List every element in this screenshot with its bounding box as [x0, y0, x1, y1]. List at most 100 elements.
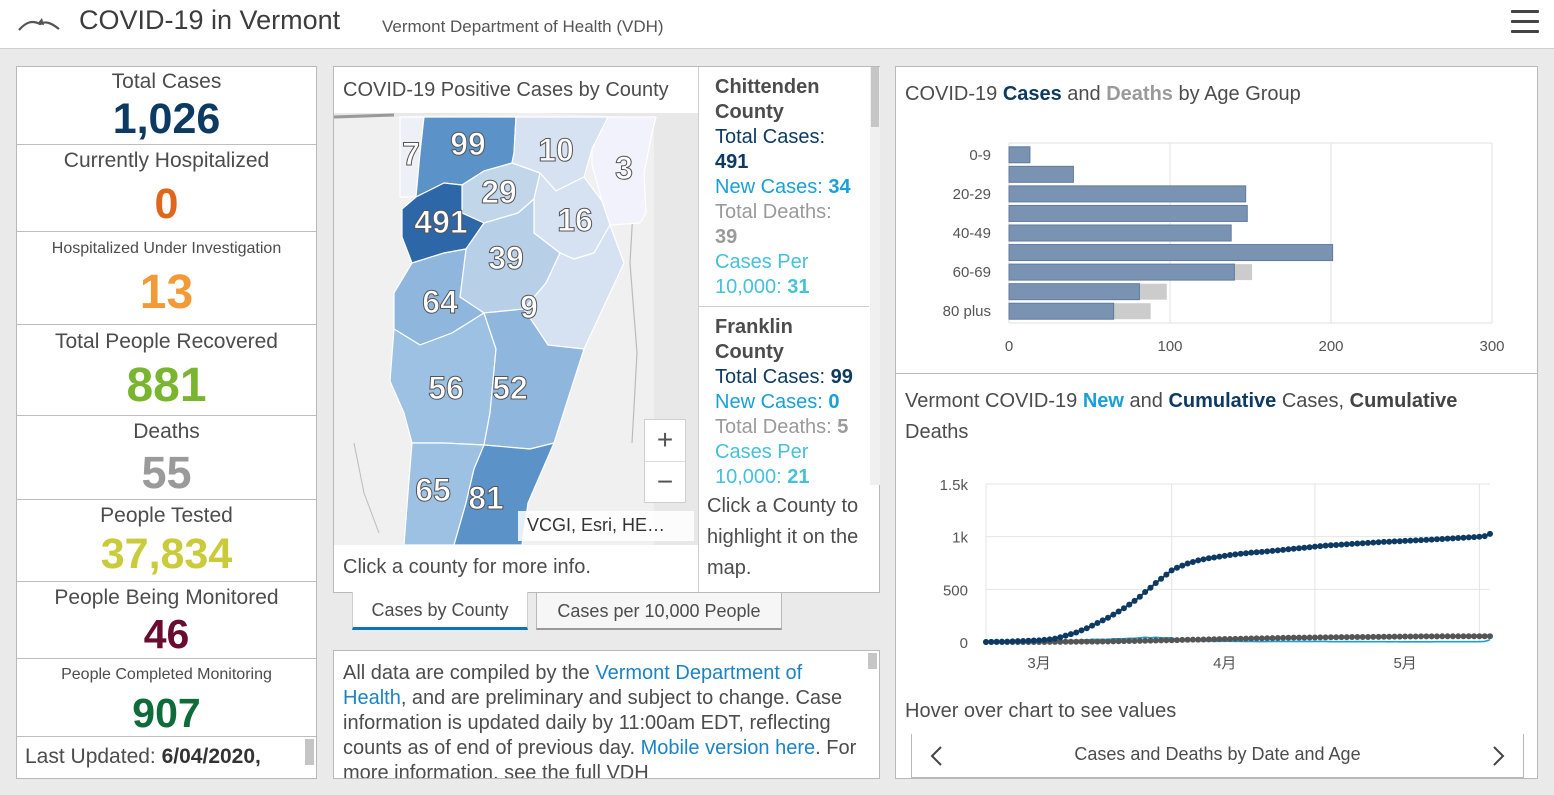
data-point [1444, 535, 1451, 542]
data-point [1025, 637, 1032, 644]
county-detail-franklin[interactable]: Franklin County Total Cases: 99 New Case… [699, 306, 869, 485]
age-title-prefix: COVID-19 [905, 83, 1003, 105]
data-point [1428, 536, 1435, 543]
data-point [1290, 545, 1297, 552]
data-point [1296, 634, 1303, 641]
county-count-chittenden: 491 [414, 204, 467, 240]
data-point [1258, 548, 1265, 555]
data-point [1216, 636, 1223, 643]
stats-scrollbar[interactable] [305, 739, 314, 765]
data-point [1439, 633, 1446, 640]
stat-total-recovered: Total People Recovered 881 [17, 325, 316, 416]
x-tick-label: 100 [1157, 338, 1182, 355]
data-point [1375, 539, 1382, 546]
data-point [1386, 633, 1393, 640]
county-details-list[interactable]: Chittenden County Total Cases: 491 New Ca… [699, 67, 869, 485]
stat-value: 881 [126, 359, 207, 412]
data-point [1460, 633, 1467, 640]
data-point [1322, 542, 1329, 549]
county-count-lamoille: 29 [481, 174, 517, 210]
data-point [1051, 635, 1058, 642]
carousel-prev-icon[interactable] [926, 744, 948, 768]
hamburger-menu-icon[interactable] [1511, 10, 1539, 36]
total-deaths-value: 5 [837, 416, 849, 438]
data-point [1205, 636, 1212, 643]
data-point [1062, 632, 1069, 639]
data-point [1152, 580, 1159, 587]
data-point [1094, 638, 1101, 645]
data-point [1036, 637, 1043, 644]
vdh-link[interactable]: Vermont Department of Health [343, 662, 803, 709]
stats-panel: Total Cases 1,026 Currently Hospitalized… [16, 66, 317, 779]
county-windham[interactable] [453, 442, 555, 545]
stat-completed-monitoring: People Completed Monitoring 907 [17, 659, 316, 737]
data-point [1460, 534, 1467, 541]
county-count-orange: 9 [520, 289, 538, 325]
zoom-in-button[interactable]: + [656, 424, 674, 455]
app-subtitle: Vermont Department of Health (VDH) [382, 17, 664, 36]
data-point [1370, 539, 1377, 546]
data-point [1216, 553, 1223, 560]
zoom-out-button[interactable]: − [645, 461, 685, 502]
time-title-cases: Cases, [1276, 390, 1350, 412]
county-map[interactable]: 99 7 10 3 29 491 16 39 64 9 56 52 65 81 … [334, 113, 698, 545]
cases-per-label: Cases Per 10,000: [715, 441, 809, 485]
county-detail-chittenden[interactable]: Chittenden County Total Cases: 491 New Ca… [699, 67, 869, 300]
data-point [1237, 635, 1244, 642]
age-group-chart[interactable]: 0 100 200 300 0-9 20-29 40-49 60-69 80 plus [896, 67, 1537, 375]
data-point [1338, 634, 1345, 641]
data-point [1264, 548, 1271, 555]
time-title-cumulative: Cumulative [1168, 390, 1277, 412]
tab-cases-by-county[interactable]: Cases by County [352, 592, 528, 630]
county-essex[interactable] [591, 116, 657, 226]
tab-cases-per-10k[interactable]: Cases per 10,000 People [536, 592, 782, 630]
data-point [1423, 536, 1430, 543]
data-point [1227, 635, 1234, 642]
data-point [1232, 635, 1239, 642]
total-cases-value: 99 [830, 366, 853, 388]
data-point [1280, 634, 1287, 641]
age-title-suffix: by Age Group [1172, 83, 1301, 105]
time-title-prefix: Vermont COVID-19 [905, 390, 1083, 412]
series-line [985, 533, 1491, 643]
stat-value: 46 [143, 611, 190, 657]
data-point [1163, 637, 1170, 644]
data-point [1487, 633, 1493, 640]
data-point [1412, 633, 1419, 640]
mobile-version-link[interactable]: Mobile version here [640, 737, 816, 759]
data-point [1349, 634, 1356, 641]
info-panel: All data are compiled by the Vermont Dep… [333, 650, 880, 779]
data-point [1423, 633, 1430, 640]
info-text-1: All data are compiled by the [343, 662, 596, 684]
age-title-and: and [1061, 83, 1107, 105]
stat-value: 907 [132, 690, 201, 736]
cases-per-value: 21 [787, 466, 810, 485]
data-point [983, 639, 989, 645]
bar-cases [1008, 244, 1334, 262]
data-point [1083, 638, 1090, 645]
divider [698, 67, 699, 592]
data-point [1131, 597, 1138, 604]
data-point [1471, 633, 1478, 640]
county-list-scrollbar[interactable] [870, 67, 880, 485]
data-point [1147, 637, 1154, 644]
stat-deaths: Deaths 55 [17, 416, 316, 500]
data-point [1030, 637, 1037, 644]
data-point [1354, 540, 1361, 547]
map-attribution[interactable]: VCGI, Esri, HE… [518, 511, 694, 541]
map-zoom-control: + − [644, 419, 686, 503]
carousel-next-icon[interactable] [1487, 744, 1509, 768]
x-tick-label: 5月 [1393, 655, 1416, 672]
info-text-2: , and are preliminary and subject to cha… [343, 687, 843, 759]
total-cases-value: 491 [715, 151, 749, 173]
data-point [1189, 636, 1196, 643]
stat-label: People Being Monitored [54, 586, 279, 609]
data-point [1449, 633, 1456, 640]
time-title-and: and [1123, 390, 1169, 412]
timeline-chart[interactable]: 0 500 1k 1.5k 3月 4月 5月 [896, 374, 1537, 694]
county-count-washington: 39 [488, 240, 524, 276]
age-title-cases: Cases [1002, 83, 1062, 105]
info-scrollbar[interactable] [868, 653, 877, 669]
data-point [1089, 638, 1096, 645]
vermont-map-svg[interactable]: 99 7 10 3 29 491 16 39 64 9 56 52 65 81 [334, 113, 698, 545]
